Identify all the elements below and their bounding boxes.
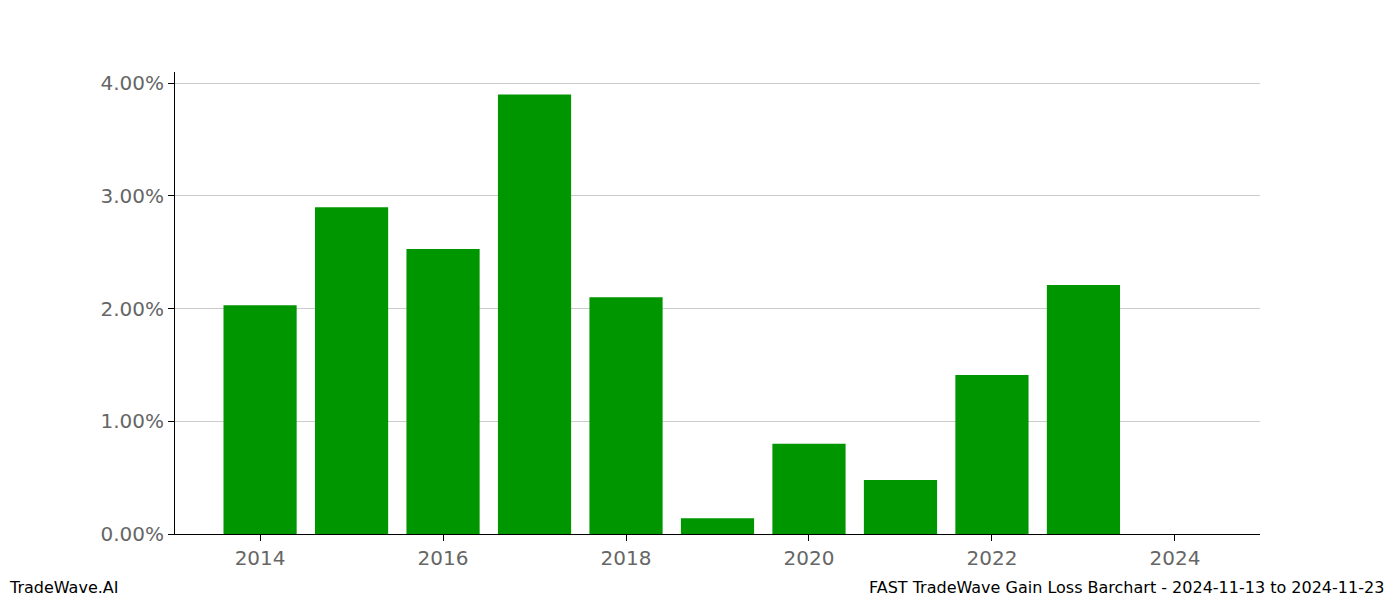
svg-text:FAST TradeWave Gain Loss Barch: FAST TradeWave Gain Loss Barchart - 2024…: [869, 578, 1384, 597]
svg-text:2.00%: 2.00%: [100, 297, 164, 321]
svg-text:4.00%: 4.00%: [100, 71, 164, 95]
svg-text:2022: 2022: [966, 546, 1017, 570]
svg-text:TradeWave.AI: TradeWave.AI: [9, 578, 118, 597]
svg-text:0.00%: 0.00%: [100, 522, 164, 546]
svg-text:2014: 2014: [235, 546, 286, 570]
svg-text:2018: 2018: [601, 546, 652, 570]
svg-text:1.00%: 1.00%: [100, 409, 164, 433]
svg-text:2024: 2024: [1149, 546, 1200, 570]
svg-text:2020: 2020: [784, 546, 835, 570]
svg-text:2016: 2016: [418, 546, 469, 570]
svg-text:3.00%: 3.00%: [100, 184, 164, 208]
